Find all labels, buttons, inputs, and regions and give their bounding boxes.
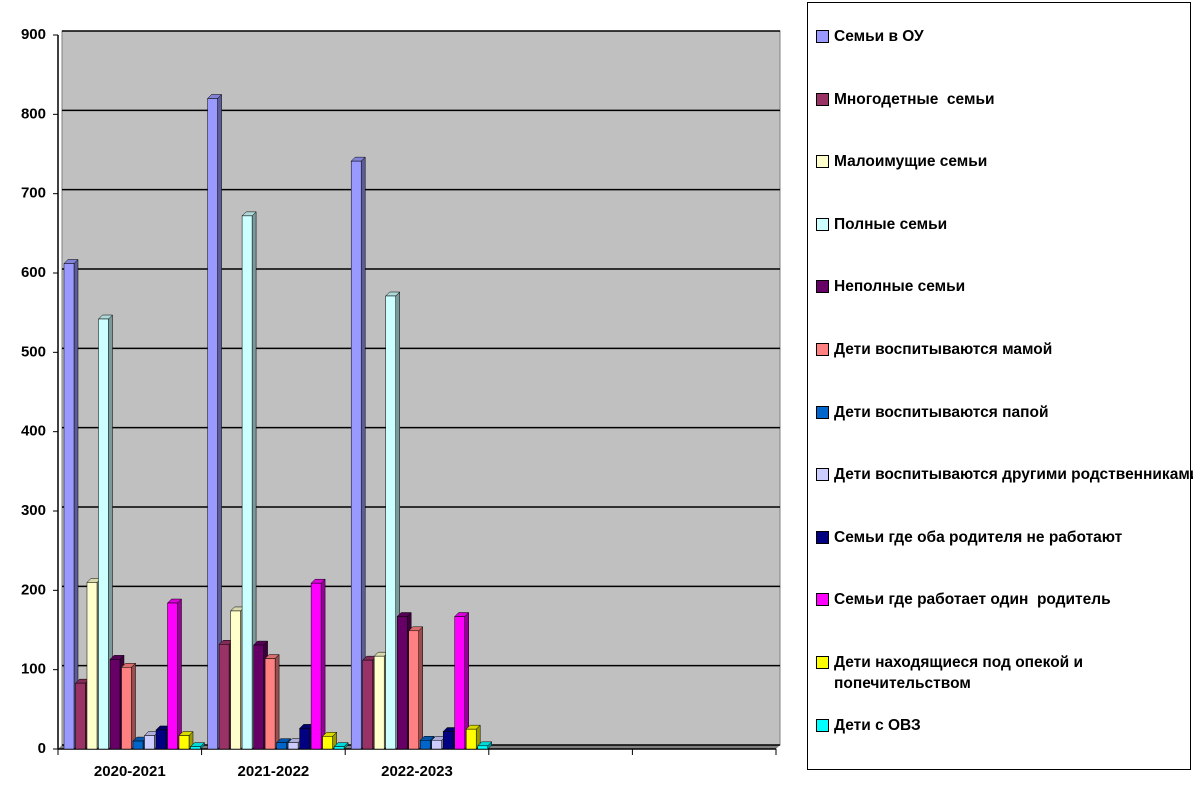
legend-entry: Дети находящиеся под опекой и попечитель…	[816, 652, 1193, 694]
bar	[287, 742, 299, 750]
bar	[465, 728, 477, 750]
y-tick-label: 800	[21, 105, 46, 122]
legend-swatch	[816, 217, 829, 231]
legend-swatch	[816, 718, 829, 732]
bar	[207, 98, 218, 750]
bar	[362, 659, 373, 750]
legend-label: Семьи где работает один родитель	[834, 591, 1111, 609]
chart: 0 100 200 300 400 500 600 700 800 900 2020-2021 202…	[21, 26, 781, 780]
legend-label: Дети воспитываются мамой	[834, 341, 1053, 358]
bar	[98, 318, 109, 750]
legend-swatch	[816, 405, 829, 419]
legend-swatch	[816, 280, 829, 294]
bar-side	[274, 653, 280, 750]
bar	[408, 630, 419, 750]
bar	[75, 682, 86, 750]
x-tick-label: 2021-2022	[238, 763, 310, 780]
legend-entry: Неполные семьи	[816, 276, 1193, 297]
y-tick-label: 400	[21, 423, 46, 440]
legend-label: Дети воспитываются папой	[834, 403, 1049, 421]
bar	[264, 658, 276, 750]
bar	[322, 736, 333, 750]
bar	[385, 295, 396, 750]
bar	[373, 655, 385, 750]
bar	[310, 582, 322, 750]
legend-entry: Полные семьи	[816, 214, 1193, 235]
legend-entry: Дети с ОВЗ	[816, 715, 1193, 736]
bar-side	[177, 598, 182, 750]
legend-label: Неполные семьи	[834, 278, 966, 296]
bar	[132, 740, 144, 750]
bar	[218, 644, 230, 750]
bar	[155, 729, 167, 750]
x-tick-label: 2020-2021	[94, 763, 166, 780]
bar	[442, 731, 454, 750]
bar	[454, 616, 465, 750]
y-tick-label: 100	[21, 661, 46, 678]
legend: Семьи в ОУ Многодетные семьи Малоимущие се…	[807, 2, 1193, 770]
bar	[477, 745, 488, 750]
legend-swatch	[816, 155, 829, 169]
legend-entry: Дети воспитываются мамой	[816, 339, 1193, 360]
y-tick-label: 0	[38, 740, 46, 757]
bar-side	[320, 578, 326, 750]
y-tick-label: 500	[21, 343, 46, 360]
legend-entry: Многодетные семьи	[816, 89, 1193, 110]
y-tick-label: 700	[21, 185, 46, 202]
y-tick-label: 300	[21, 502, 46, 519]
y-tick-label: 600	[21, 264, 46, 281]
y-tick-label: 200	[21, 581, 46, 598]
bar-side	[418, 626, 423, 750]
legend-swatch	[816, 343, 829, 356]
bar	[350, 160, 362, 750]
bar	[253, 644, 264, 750]
bar-side	[131, 662, 136, 750]
legend-entry: Дети воспитываются другими родственникам…	[816, 464, 1193, 485]
legend-label: Семьи в ОУ	[834, 28, 924, 45]
legend-entry: Дети воспитываются папой	[816, 402, 1193, 423]
bar	[86, 582, 98, 750]
bar	[190, 746, 201, 750]
bar	[230, 610, 241, 750]
x-tick-label: 2022-2023	[381, 763, 453, 780]
bar	[431, 740, 442, 750]
legend-label: Семьи где оба родителя не работают	[834, 528, 1123, 546]
legend-swatch	[816, 593, 829, 607]
legend-entry: Малоимущие семьи	[816, 151, 1193, 172]
legend-label: Дети воспитываются другими родственникам…	[834, 466, 1193, 484]
bar	[299, 728, 310, 750]
bar	[333, 746, 345, 750]
bar-side	[73, 258, 79, 750]
bar	[144, 735, 155, 750]
bar	[167, 602, 178, 750]
legend-label: Малоимущие семьи	[834, 153, 988, 171]
bar	[419, 740, 431, 750]
legend-entry: Семьи где оба родителя не работают	[816, 527, 1193, 548]
y-tick-label: 900	[21, 26, 46, 43]
legend-label: Многодетные семьи	[834, 90, 995, 108]
legend-label: Дети находящиеся под опекой и попечитель…	[834, 654, 1088, 692]
bar	[109, 659, 121, 750]
legend-swatch	[816, 468, 829, 482]
bar	[121, 667, 132, 750]
legend-entry: Семьи где работает один родитель	[816, 589, 1193, 610]
bar	[241, 215, 253, 750]
legend-swatch	[816, 30, 829, 43]
bar	[178, 735, 190, 750]
legend-swatch	[816, 656, 829, 669]
bar	[63, 263, 75, 750]
legend-swatch	[816, 530, 829, 544]
legend-label: Полные семьи	[834, 215, 948, 233]
bar	[276, 742, 287, 750]
bar	[396, 616, 408, 750]
legend-entry: Семьи в ОУ	[816, 26, 1193, 47]
legend-swatch	[816, 92, 829, 106]
legend-label: Дети с ОВЗ	[834, 716, 921, 734]
